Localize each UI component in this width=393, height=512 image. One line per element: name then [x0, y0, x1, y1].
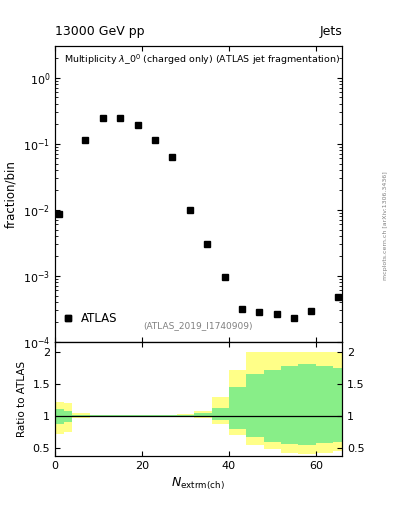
Text: mcplots.cern.ch [arXiv:1306.3436]: mcplots.cern.ch [arXiv:1306.3436]: [383, 171, 388, 280]
Y-axis label: fraction/bin: fraction/bin: [4, 160, 17, 228]
Text: Jets: Jets: [319, 26, 342, 38]
Text: (ATLAS_2019_I1740909): (ATLAS_2019_I1740909): [144, 321, 253, 330]
Text: 13000 GeV pp: 13000 GeV pp: [55, 26, 145, 38]
Text: ATLAS: ATLAS: [81, 311, 118, 325]
Text: Multiplicity $\lambda\_0^0$ (charged only) (ATLAS jet fragmentation): Multiplicity $\lambda\_0^0$ (charged onl…: [64, 52, 340, 67]
X-axis label: $N_{\mathrm{extrm(ch)}}$: $N_{\mathrm{extrm(ch)}}$: [171, 476, 226, 493]
Y-axis label: Ratio to ATLAS: Ratio to ATLAS: [17, 361, 27, 437]
